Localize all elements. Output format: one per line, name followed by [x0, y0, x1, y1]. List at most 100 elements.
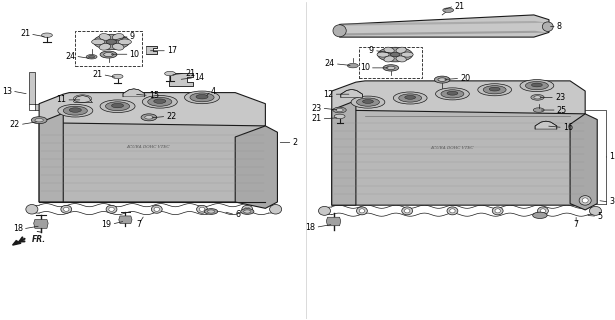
- Ellipse shape: [199, 207, 205, 211]
- Ellipse shape: [89, 55, 95, 58]
- Polygon shape: [119, 216, 132, 224]
- Ellipse shape: [589, 206, 601, 215]
- Ellipse shape: [334, 114, 345, 119]
- Polygon shape: [34, 220, 48, 228]
- Ellipse shape: [190, 93, 214, 102]
- Ellipse shape: [538, 207, 549, 215]
- Ellipse shape: [26, 204, 38, 214]
- Ellipse shape: [106, 39, 117, 44]
- Ellipse shape: [362, 100, 373, 103]
- Text: 2: 2: [293, 138, 298, 147]
- Ellipse shape: [93, 34, 130, 50]
- Text: 6: 6: [235, 210, 240, 219]
- Ellipse shape: [347, 63, 359, 68]
- Ellipse shape: [492, 207, 503, 215]
- Ellipse shape: [434, 76, 450, 83]
- Ellipse shape: [63, 207, 69, 211]
- Polygon shape: [12, 241, 21, 245]
- Ellipse shape: [151, 205, 162, 213]
- Ellipse shape: [378, 47, 413, 62]
- Text: 10: 10: [130, 50, 140, 59]
- Polygon shape: [341, 89, 362, 97]
- Text: ACURA DOHC VTEC: ACURA DOHC VTEC: [126, 145, 170, 148]
- Ellipse shape: [240, 209, 254, 214]
- Text: 1: 1: [609, 152, 614, 162]
- Polygon shape: [39, 123, 266, 202]
- Ellipse shape: [483, 86, 506, 94]
- Ellipse shape: [447, 91, 458, 95]
- Ellipse shape: [384, 56, 394, 62]
- Text: 18: 18: [13, 224, 23, 234]
- Ellipse shape: [443, 8, 454, 12]
- Ellipse shape: [520, 80, 554, 92]
- Ellipse shape: [391, 52, 400, 57]
- Ellipse shape: [184, 91, 220, 104]
- Ellipse shape: [104, 52, 113, 57]
- Ellipse shape: [100, 51, 117, 58]
- Ellipse shape: [438, 78, 446, 81]
- Text: 23: 23: [555, 93, 565, 102]
- Ellipse shape: [63, 106, 87, 115]
- Polygon shape: [331, 110, 585, 205]
- Ellipse shape: [450, 209, 455, 213]
- Ellipse shape: [377, 52, 389, 57]
- Ellipse shape: [525, 82, 549, 90]
- Ellipse shape: [99, 44, 111, 50]
- Bar: [359, 47, 423, 78]
- Polygon shape: [29, 72, 49, 110]
- Ellipse shape: [111, 103, 124, 108]
- Ellipse shape: [113, 34, 124, 40]
- Ellipse shape: [333, 25, 346, 37]
- Ellipse shape: [405, 95, 416, 99]
- Ellipse shape: [357, 98, 379, 106]
- Ellipse shape: [242, 205, 253, 213]
- Ellipse shape: [69, 108, 81, 112]
- Ellipse shape: [31, 117, 47, 124]
- Text: 18: 18: [306, 223, 315, 232]
- Ellipse shape: [333, 107, 346, 113]
- Ellipse shape: [106, 205, 117, 213]
- Ellipse shape: [405, 209, 410, 213]
- Polygon shape: [327, 217, 341, 226]
- Ellipse shape: [534, 96, 541, 99]
- Text: 23: 23: [311, 104, 322, 113]
- Ellipse shape: [319, 206, 330, 215]
- Text: ACURA DOHC VTEC: ACURA DOHC VTEC: [430, 146, 474, 150]
- Text: 21: 21: [92, 70, 103, 79]
- Ellipse shape: [92, 39, 105, 45]
- Text: 12: 12: [323, 90, 333, 99]
- Polygon shape: [331, 100, 356, 205]
- Text: 24: 24: [325, 59, 335, 68]
- Ellipse shape: [142, 95, 177, 108]
- Text: 8: 8: [557, 22, 562, 31]
- Text: 20: 20: [460, 74, 470, 83]
- Text: 17: 17: [167, 46, 177, 55]
- Polygon shape: [123, 89, 145, 97]
- Text: 22: 22: [167, 112, 177, 121]
- Text: 24: 24: [65, 52, 75, 60]
- Ellipse shape: [148, 97, 172, 106]
- Ellipse shape: [113, 44, 124, 50]
- Ellipse shape: [106, 102, 130, 111]
- Ellipse shape: [42, 33, 52, 37]
- Ellipse shape: [154, 99, 166, 103]
- Ellipse shape: [204, 209, 218, 214]
- Ellipse shape: [399, 94, 422, 102]
- Ellipse shape: [540, 209, 546, 213]
- Ellipse shape: [441, 90, 464, 98]
- Ellipse shape: [582, 198, 588, 203]
- Text: 13: 13: [2, 86, 12, 95]
- Text: 14: 14: [194, 73, 204, 82]
- Ellipse shape: [245, 207, 250, 211]
- Ellipse shape: [394, 92, 427, 104]
- Ellipse shape: [109, 207, 114, 211]
- Ellipse shape: [244, 210, 251, 213]
- Ellipse shape: [112, 74, 123, 79]
- Ellipse shape: [478, 84, 512, 96]
- Ellipse shape: [99, 34, 111, 40]
- Ellipse shape: [387, 66, 395, 70]
- Ellipse shape: [165, 71, 175, 76]
- Polygon shape: [39, 92, 266, 137]
- Text: 21: 21: [20, 29, 30, 38]
- Text: 10: 10: [360, 63, 370, 72]
